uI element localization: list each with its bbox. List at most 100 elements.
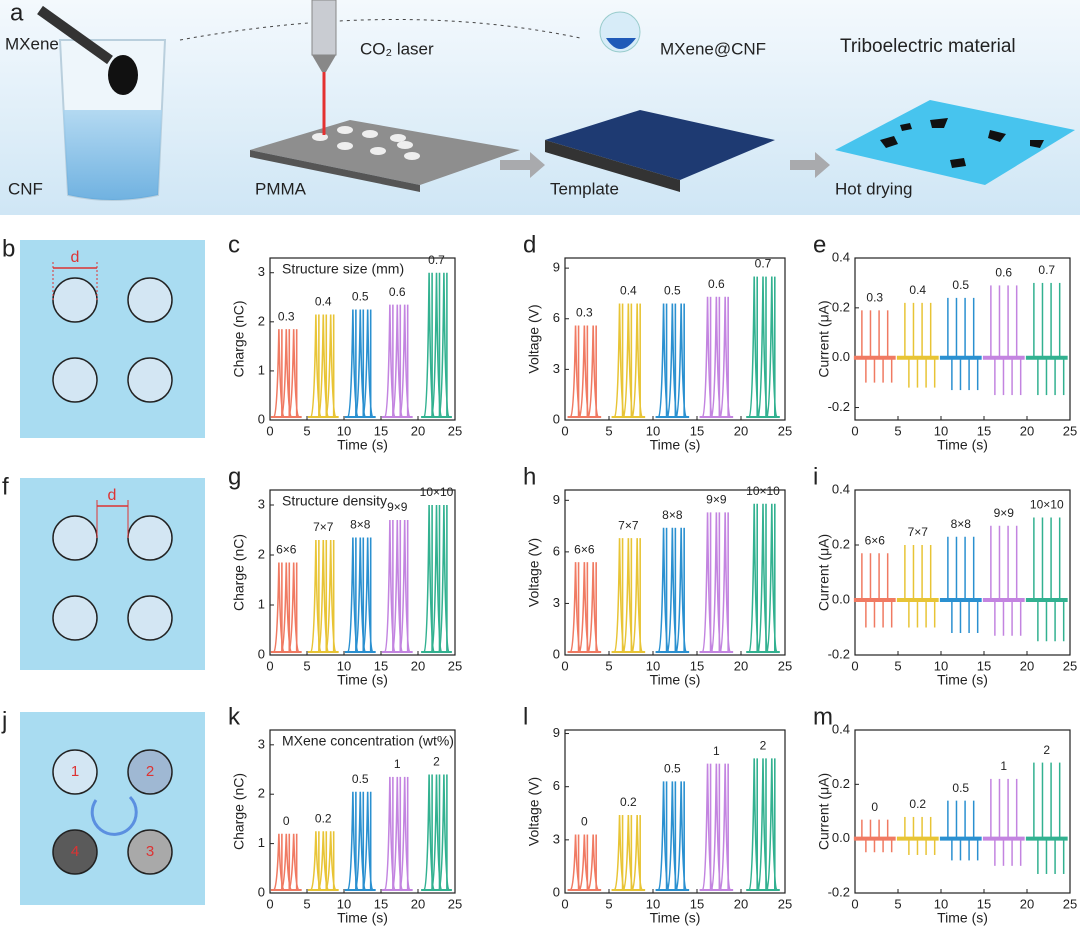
group-label: 2 [1043,743,1050,757]
overview-label: MXene@CNF [660,39,766,58]
x-tick-label: 0 [851,423,858,438]
group-label: 8×8 [350,518,371,532]
x-tick-label: 15 [690,896,704,911]
y-tick-label: 6 [553,778,560,793]
y-tick-label: 0.4 [832,721,850,736]
y-tick-label: 1 [258,835,265,850]
group-label: 8×8 [951,517,972,531]
structure-number: 3 [146,843,154,860]
structure-number: 4 [71,843,79,860]
film-flakes [880,118,1044,168]
pour-tube [37,5,113,65]
group-label: 7×7 [618,518,639,532]
y-tick-label: 3 [553,595,560,610]
x-tick-label: 15 [977,423,991,438]
circle-structure [52,749,98,795]
x-tick-label: 20 [734,896,748,911]
y-axis-label: Voltage (V) [526,777,542,846]
plot-frame [564,257,786,421]
x-axis-label: Time (s) [937,910,988,926]
y-tick-label: 3 [258,264,265,279]
group-label: 0.6 [389,285,406,299]
y-axis-label: Current (μA) [816,534,832,611]
circle-structure [127,277,173,323]
overview-label: CO₂ laser [360,39,434,58]
chart-title: Structure size (mm) [282,261,404,277]
x-tick-label: 20 [734,658,748,673]
overview-background [0,0,1080,215]
group-label: 2 [433,755,440,769]
x-axis-label: Time (s) [650,910,701,926]
chart-title: Structure density [282,493,387,509]
group-label: 6×6 [574,542,595,556]
x-tick-label: 20 [411,896,425,911]
pmma-edge [250,150,420,192]
x-tick-label: 15 [374,896,388,911]
panel-label: h [523,463,536,490]
x-tick-label: 25 [778,896,792,911]
chart: c Structure size (mm) 0 5 10 15 20 25 0 1 2 3 Time (… [228,231,462,452]
group-label: 8×8 [662,508,683,522]
overview-label: MXene [5,34,59,53]
panel-label: m [813,703,833,730]
y-tick-label: 0 [258,411,265,426]
group-label: 0.6 [995,266,1012,280]
x-tick-label: 0 [851,896,858,911]
y-tick-label: 9 [553,492,560,507]
x-tick-label: 10 [337,658,351,673]
y-tick-label: 0.0 [832,349,850,364]
x-tick-label: 25 [1063,423,1077,438]
y-tick-label: 2 [258,546,265,561]
schematic-square [20,712,205,905]
x-tick-label: 25 [778,658,792,673]
y-tick-label: 3 [258,496,265,511]
triboelectric-film [835,100,1075,185]
chart-title: MXene concentration (wt%) [282,733,454,749]
group-label: 1 [1000,759,1007,773]
group-label: 0.2 [315,811,332,825]
x-axis-label: Time (s) [937,437,988,453]
x-tick-label: 0 [561,423,568,438]
y-tick-label: 9 [553,725,560,740]
x-tick-label: 5 [605,423,612,438]
group-label: 0 [871,800,878,814]
x-tick-label: 25 [1063,658,1077,673]
laser-nozzle [312,55,336,72]
y-tick-label: -0.2 [828,884,850,899]
x-tick-label: 10 [934,658,948,673]
x-tick-label: 0 [266,658,273,673]
x-tick-label: 15 [977,896,991,911]
x-axis-label: Time (s) [650,437,701,453]
group-label: 10×10 [1030,498,1064,512]
y-tick-label: -0.2 [828,646,850,661]
group-label: 0.5 [352,290,369,304]
group-label: 0.7 [1038,263,1055,277]
y-tick-label: 6 [553,310,560,325]
x-tick-label: 0 [851,658,858,673]
x-tick-label: 5 [894,896,901,911]
group-label: 6×6 [865,533,886,547]
circle-structure [52,829,98,875]
chart: g Structure density 0 5 10 15 20 25 0 1 2 3 Time (s)… [228,463,462,687]
circle-structure [127,829,173,875]
template [545,110,775,180]
group-label: 0.5 [664,284,681,298]
overview-label: Hot drying [835,179,912,198]
y-tick-label: 0.2 [832,776,850,791]
y-tick-label: 0 [258,646,265,661]
circle-structure [52,515,98,561]
group-label: 0 [283,814,290,828]
y-tick-label: 1 [258,362,265,377]
group-label: 1 [394,757,401,771]
y-axis-label: Current (μA) [816,773,832,850]
group-label: 0.3 [576,306,593,320]
group-label: 0.5 [352,772,369,786]
dotted-arrow [179,18,581,41]
rotation-arrow [90,795,138,836]
overview-label: PMMA [255,179,307,198]
group-label: 1 [713,744,720,758]
x-tick-label: 15 [374,658,388,673]
panel-label: c [228,231,240,258]
x-tick-label: 20 [1020,658,1034,673]
